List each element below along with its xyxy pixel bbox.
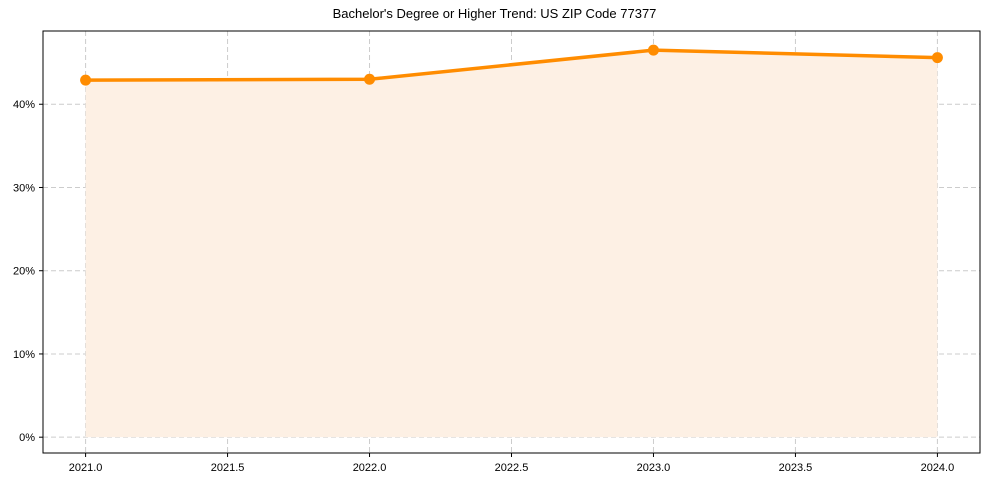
x-tick-label: 2021.0 [69,462,103,474]
area-fill [85,50,938,438]
x-tick-label: 2022.0 [353,462,387,474]
x-tick-label: 2022.5 [495,462,529,474]
chart-title: Bachelor's Degree or Higher Trend: US ZI… [332,6,657,21]
x-tick-label: 2021.5 [211,462,245,474]
y-tick-label: 0% [19,432,35,444]
data-point-marker [647,44,659,56]
y-axis: 0% 10% 20% 30% 40% [13,99,43,444]
x-tick-label: 2023.5 [779,462,813,474]
data-line [85,48,938,82]
y-tick-label: 10% [13,349,35,361]
y-tick-label: 30% [13,182,35,194]
y-tick-label: 20% [13,266,35,278]
data-markers [80,44,943,86]
y-tick-label: 40% [13,99,35,111]
x-tick-label: 2023.0 [637,462,671,474]
x-tick-label: 2024.0 [921,462,955,474]
x-axis: 2021.0 2021.5 2022.0 2022.5 2023.0 2023.5 2024… [69,453,954,474]
data-point-marker [80,74,92,86]
data-point-marker [931,52,943,64]
data-point-marker [364,73,376,85]
